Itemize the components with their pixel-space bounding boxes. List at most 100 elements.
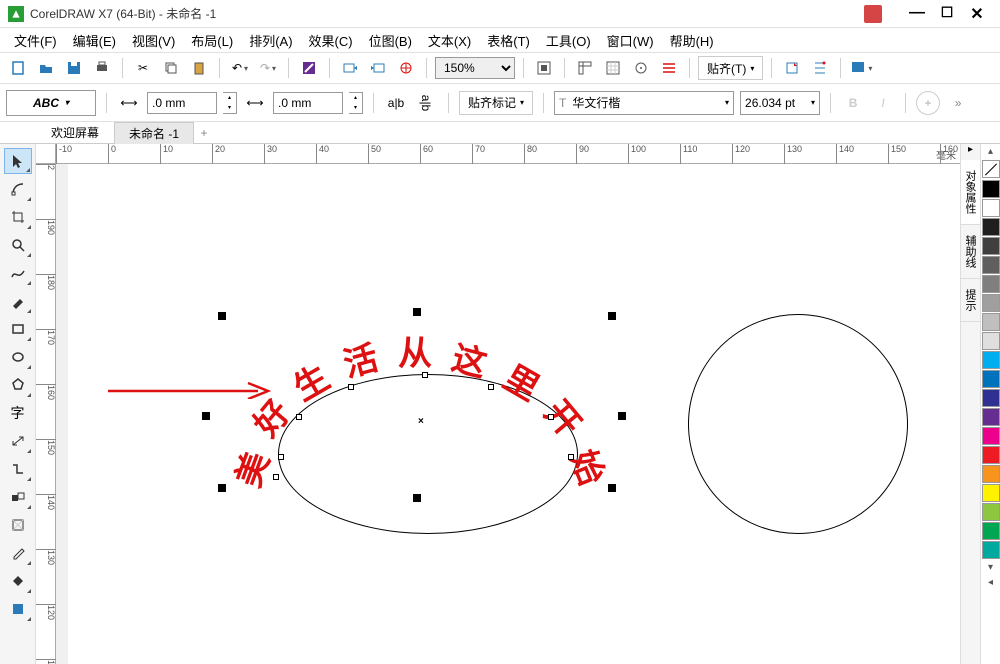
path-node[interactable]: [568, 454, 574, 460]
menu-edit[interactable]: 编辑(E): [65, 29, 124, 52]
eyedropper-tool[interactable]: [4, 540, 32, 566]
offset-y-input[interactable]: .0 mm: [273, 92, 343, 114]
show-guidelines-button[interactable]: [629, 56, 653, 80]
cut-button[interactable]: ✂: [131, 56, 155, 80]
color-swatch[interactable]: [982, 541, 1000, 559]
show-rulers-button[interactable]: [573, 56, 597, 80]
parallel-dim-tool[interactable]: [4, 428, 32, 454]
add-button[interactable]: +: [916, 91, 940, 115]
color-swatch[interactable]: [982, 503, 1000, 521]
options2-button[interactable]: [808, 56, 832, 80]
ruler-vertical[interactable]: 2190180170160150140130120110: [36, 164, 56, 664]
interactive-tool[interactable]: [4, 484, 32, 510]
docker-tab-guidelines[interactable]: 辅助线: [961, 225, 980, 279]
circle-shape[interactable]: [688, 314, 908, 534]
artistic-media-tool[interactable]: [4, 288, 32, 314]
menu-file[interactable]: 文件(F): [6, 29, 65, 52]
undo-button[interactable]: ↶▾: [228, 56, 252, 80]
palette-scroll-down[interactable]: ▾: [981, 560, 1000, 575]
path-node[interactable]: [278, 454, 284, 460]
zoom-level-select[interactable]: 150%: [435, 57, 515, 79]
export-button[interactable]: [366, 56, 390, 80]
snap-to-button[interactable]: 贴齐(T) ▾: [698, 56, 763, 80]
offset-y-spinner[interactable]: ▴▾: [349, 92, 363, 114]
path-node[interactable]: [348, 384, 354, 390]
selection-handle[interactable]: [202, 412, 210, 420]
color-swatch[interactable]: [982, 427, 1000, 445]
color-swatch[interactable]: [982, 218, 1000, 236]
selection-handle[interactable]: [608, 484, 616, 492]
ellipse-tool[interactable]: [4, 344, 32, 370]
color-swatch[interactable]: [982, 294, 1000, 312]
tab-document[interactable]: 未命名 -1: [114, 122, 194, 144]
color-swatch[interactable]: [982, 522, 1000, 540]
palette-flyout[interactable]: ◂: [981, 575, 1000, 590]
offset-x-input[interactable]: .0 mm: [147, 92, 217, 114]
menu-text[interactable]: 文本(X): [420, 29, 479, 52]
copy-button[interactable]: [159, 56, 183, 80]
show-grid-button[interactable]: [601, 56, 625, 80]
pick-tool[interactable]: [4, 148, 32, 174]
path-text-char[interactable]: 这: [447, 330, 493, 386]
preset-style-select[interactable]: ABC▾: [6, 90, 96, 116]
palette-scroll-up[interactable]: ▴: [981, 144, 1000, 159]
redo-button[interactable]: ↷▾: [256, 56, 280, 80]
font-size-select[interactable]: 26.034 pt ▾: [740, 91, 820, 115]
more-button[interactable]: »: [946, 91, 970, 115]
import-button[interactable]: [338, 56, 362, 80]
path-text-char[interactable]: 从: [398, 326, 432, 375]
launch-button[interactable]: [780, 56, 804, 80]
paste-button[interactable]: [187, 56, 211, 80]
interactive-fill-tool[interactable]: [4, 568, 32, 594]
shape-tool[interactable]: [4, 176, 32, 202]
maximize-button[interactable]: ☐: [932, 4, 962, 24]
color-swatch[interactable]: [982, 313, 1000, 331]
ruler-corner[interactable]: [36, 144, 56, 164]
menu-view[interactable]: 视图(V): [124, 29, 183, 52]
menu-effects[interactable]: 效果(C): [301, 29, 361, 52]
text-tool[interactable]: 字: [4, 400, 32, 426]
menu-tools[interactable]: 工具(O): [538, 29, 599, 52]
tab-welcome[interactable]: 欢迎屏幕: [36, 121, 114, 144]
options-button[interactable]: [657, 56, 681, 80]
menu-window[interactable]: 窗口(W): [599, 29, 662, 52]
selection-handle[interactable]: [618, 412, 626, 420]
path-node[interactable]: [296, 414, 302, 420]
save-button[interactable]: [62, 56, 86, 80]
color-swatch[interactable]: [982, 351, 1000, 369]
color-swatch[interactable]: [982, 389, 1000, 407]
docker-tab-hints[interactable]: 提示: [961, 279, 980, 322]
app-launcher-button[interactable]: ▾: [849, 56, 873, 80]
mirror-v-button[interactable]: a|b: [414, 91, 438, 115]
canvas-area[interactable]: 毫米 -100102030405060708090100110120130140…: [36, 144, 960, 664]
user-account-icon[interactable]: [864, 5, 882, 23]
selection-handle[interactable]: [413, 494, 421, 502]
color-swatch[interactable]: [982, 275, 1000, 293]
rectangle-tool[interactable]: [4, 316, 32, 342]
open-button[interactable]: [34, 56, 58, 80]
fullscreen-button[interactable]: [532, 56, 556, 80]
zoom-tool[interactable]: [4, 232, 32, 258]
menu-bitmap[interactable]: 位图(B): [361, 29, 420, 52]
color-swatch[interactable]: [982, 484, 1000, 502]
selection-handle[interactable]: [413, 308, 421, 316]
polygon-tool[interactable]: [4, 372, 32, 398]
crop-tool[interactable]: [4, 204, 32, 230]
color-none[interactable]: [982, 160, 1000, 178]
menu-layout[interactable]: 布局(L): [183, 29, 241, 52]
selection-handle[interactable]: [218, 312, 226, 320]
search-button[interactable]: [297, 56, 321, 80]
new-button[interactable]: [6, 56, 30, 80]
color-swatch[interactable]: [982, 237, 1000, 255]
close-button[interactable]: ✕: [962, 4, 992, 24]
tab-add-button[interactable]: +: [194, 126, 214, 140]
italic-button[interactable]: I: [871, 91, 895, 115]
color-swatch[interactable]: [982, 465, 1000, 483]
print-button[interactable]: [90, 56, 114, 80]
mirror-h-button[interactable]: a|b: [384, 91, 408, 115]
color-swatch[interactable]: [982, 446, 1000, 464]
path-node[interactable]: [422, 372, 428, 378]
offset-x-spinner[interactable]: ▴▾: [223, 92, 237, 114]
minimize-button[interactable]: —: [902, 4, 932, 24]
path-node[interactable]: [273, 474, 279, 480]
